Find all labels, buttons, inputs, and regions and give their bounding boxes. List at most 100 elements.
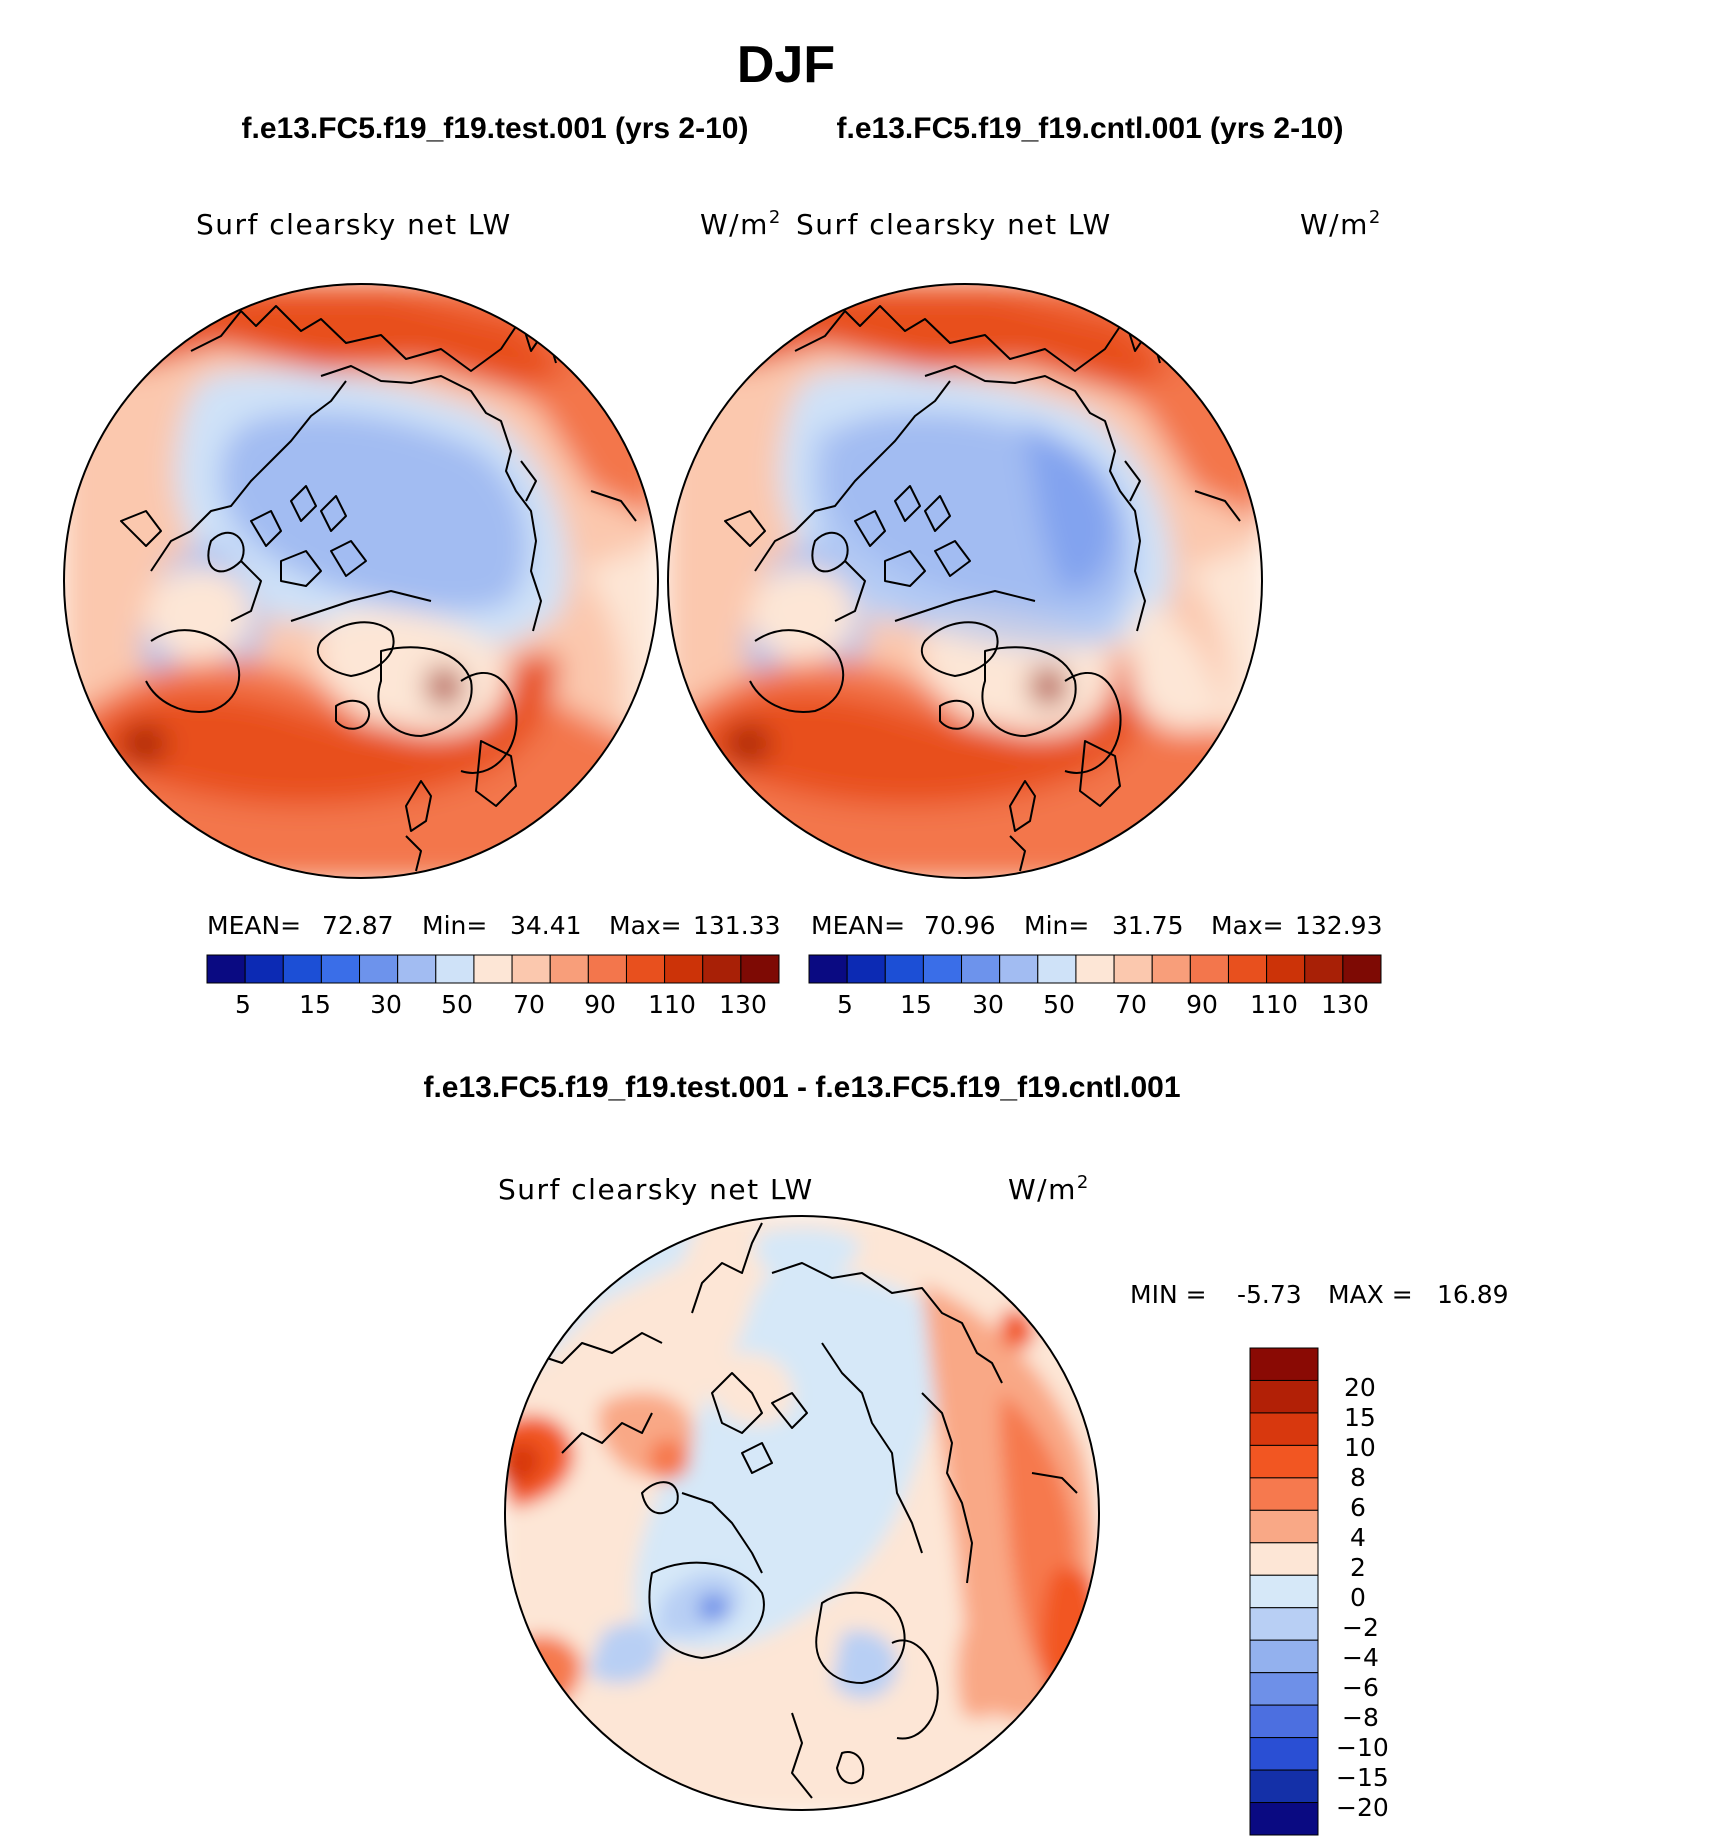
panel-a-cbar-tick: 15 (299, 990, 331, 1019)
panel-c-cbar-label: −4 (1342, 1643, 1379, 1672)
panel-c-cbar-label: −8 (1342, 1703, 1379, 1732)
panel-b-colorbar-swatch (1304, 954, 1344, 984)
panel-c-colorbar-swatch (1249, 1769, 1319, 1804)
panel-c-cbar-label: 20 (1344, 1373, 1376, 1402)
panel-a-cbar-tick: 5 (235, 990, 251, 1019)
panel-b-colorbar-swatch (846, 954, 886, 984)
panel-a-colorbar-swatch (435, 954, 475, 984)
panel-a-mean-label: MEAN= (207, 911, 301, 940)
panel-a-colorbar-swatch (397, 954, 437, 984)
panel-a-colorbar-swatch (206, 954, 246, 984)
panel-a-max-label: Max= (609, 911, 682, 940)
panel-a-variable: Surf clearsky net LW (196, 208, 512, 241)
panel-a-cbar-tick: 90 (584, 990, 616, 1019)
panel-c-colorbar-labels: 20 15 10 8 6 4 2 0 −2 −4 −6 −8 −10 −15 −… (1336, 1373, 1389, 1822)
panel-c-minmax: MIN = -5.73 MAX = 16.89 (1130, 1280, 1509, 1309)
panel-c-cbar-label: −2 (1342, 1613, 1379, 1642)
panel-a-units-base: W/m (700, 208, 769, 241)
panel-b-units: W/m2 (1300, 207, 1382, 241)
panel-b-variable: Surf clearsky net LW (796, 208, 1112, 241)
panel-a-cbar-tick: 50 (441, 990, 473, 1019)
panel-b-cbar-tick: 30 (972, 990, 1004, 1019)
panel-a-colorbar-swatch (320, 954, 361, 984)
panel-b-case-title: f.e13.FC5.f19_f19.cntl.001 (yrs 2-10) (837, 112, 1344, 145)
panel-c-max-label: MAX = (1328, 1280, 1413, 1309)
panel-b-cbar-tick: 130 (1321, 990, 1369, 1019)
panel-c-colorbar-swatch (1249, 1379, 1319, 1414)
panel-b-colorbar-ticks: 5 15 30 50 70 90 110 130 (837, 990, 1369, 1019)
panel-a-colorbar-swatch (473, 954, 513, 984)
panel-c-colorbar-swatch (1249, 1574, 1319, 1609)
panel-c-variable: Surf clearsky net LW (498, 1173, 814, 1206)
panel-b-colorbar-swatch (1037, 954, 1077, 984)
panel-c-colorbar-swatch (1249, 1444, 1319, 1479)
panel-b-units-exp: 2 (1369, 207, 1382, 228)
panel-c-cbar-label: −10 (1336, 1733, 1389, 1762)
panel-b-colorbar-swatch (884, 954, 924, 984)
panel-b-colorbar-swatch (1227, 954, 1268, 984)
panel-c-cbar-label: 4 (1350, 1523, 1366, 1552)
panel-b-colorbar-swatch (922, 954, 963, 984)
panel-a-colorbar-swatch (359, 954, 399, 984)
panel-b-cbar-tick: 50 (1043, 990, 1075, 1019)
panel-a-colorbar-swatch (625, 954, 666, 984)
panel-a-units-exp: 2 (769, 207, 782, 228)
panel-c-units: W/m2 (1008, 1172, 1090, 1206)
panel-c-map (504, 1215, 1100, 1811)
panel-a-colorbar-swatch (740, 954, 780, 984)
panel-c-min-value: -5.73 (1237, 1280, 1302, 1309)
panel-a-cbar-tick: 110 (648, 990, 696, 1019)
panel-a-min-label: Min= (422, 911, 487, 940)
panel-c-colorbar-swatch (1249, 1737, 1319, 1771)
panel-b-cbar-tick: 15 (900, 990, 932, 1019)
panel-a-cbar-tick: 30 (370, 990, 402, 1019)
panel-b-units-base: W/m (1300, 208, 1369, 241)
panel-c-min-label: MIN = (1130, 1280, 1207, 1309)
panel-c-units-base: W/m (1008, 1173, 1077, 1206)
panel-a-map-border (63, 283, 659, 879)
panel-b-colorbar-swatch (1266, 954, 1306, 984)
panel-c-cbar-label: 8 (1350, 1463, 1366, 1492)
panel-b-colorbar-swatch (1075, 954, 1115, 984)
panel-b-colorbar-swatch (1342, 954, 1382, 984)
panel-c-cbar-label: 2 (1350, 1553, 1366, 1582)
panel-b-stats: MEAN= 70.96 Min= 31.75 Max= 132.93 (811, 911, 1382, 940)
panel-c-cbar-label: 0 (1350, 1583, 1366, 1612)
panel-a-colorbar-swatch (702, 954, 742, 984)
panel-b-max-value: 132.93 (1295, 911, 1382, 940)
panel-a-units: W/m2 (700, 207, 782, 241)
panel-c-map-border (504, 1215, 1100, 1811)
panel-b-colorbar (808, 954, 1382, 984)
panel-b-cbar-tick: 70 (1115, 990, 1147, 1019)
panel-b-cbar-tick: 90 (1186, 990, 1218, 1019)
panel-a-case-title: f.e13.FC5.f19_f19.test.001 (yrs 2-10) (242, 112, 749, 145)
panel-c-colorbar-swatch (1249, 1542, 1319, 1576)
panel-c-colorbar-swatch (1249, 1509, 1319, 1544)
panel-c-colorbar-swatch (1249, 1607, 1319, 1641)
panel-c-cbar-label: −20 (1336, 1793, 1389, 1822)
panel-a-colorbar-swatch (549, 954, 589, 984)
panel-c-colorbar-swatch (1249, 1802, 1319, 1836)
panel-b-colorbar-swatch (1151, 954, 1191, 984)
diff-title: f.e13.FC5.f19_f19.test.001 - f.e13.FC5.f… (423, 1071, 1180, 1104)
panel-b-colorbar-swatch (999, 954, 1039, 984)
panel-b-map-border (667, 283, 1263, 879)
panel-a-cbar-tick: 130 (719, 990, 767, 1019)
panel-c-colorbar-swatch (1249, 1639, 1319, 1674)
panel-a-map (63, 283, 659, 879)
panel-a-colorbar-ticks: 5 15 30 50 70 90 110 130 (235, 990, 767, 1019)
panel-a-colorbar (206, 954, 780, 984)
panel-a-colorbar-swatch (282, 954, 322, 984)
panel-c-colorbar-swatch (1249, 1672, 1319, 1706)
panel-b-colorbar-swatch (1189, 954, 1229, 984)
panel-b-cbar-tick: 110 (1250, 990, 1298, 1019)
panel-a-stats: MEAN= 72.87 Min= 34.41 Max= 131.33 (207, 911, 780, 940)
panel-b-max-label: Max= (1211, 911, 1284, 940)
panel-c-cbar-label: 15 (1344, 1403, 1376, 1432)
panel-a-cbar-tick: 70 (513, 990, 545, 1019)
season-title: DJF (737, 36, 835, 94)
panel-c-colorbar-swatch (1249, 1347, 1319, 1381)
panel-b-min-label: Min= (1024, 911, 1089, 940)
panel-b-cbar-tick: 5 (837, 990, 853, 1019)
